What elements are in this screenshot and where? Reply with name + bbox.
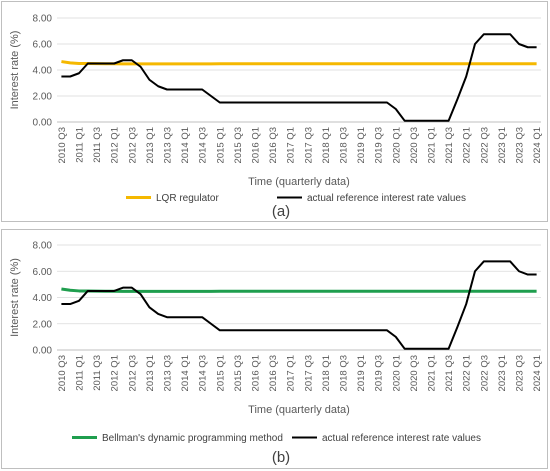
chart-1-panel-label: (b): [272, 449, 290, 466]
chart-1-xtick-label: 2018 Q3: [339, 355, 350, 391]
chart-1-series-line-1: [61, 260, 537, 350]
chart-0-xtick-label: 2022 Q3: [479, 127, 490, 163]
chart-0-xtick-label: 2021 Q3: [444, 127, 455, 163]
chart-0-xtick-label: 2020 Q1: [391, 127, 402, 163]
chart-a-svg: 0.00 2.00 4.00 6.00 8.00 2010 Q3 2011 Q1 2011 Q…: [9, 14, 543, 221]
chart-0-xtick-label: 2013 Q3: [163, 127, 174, 163]
chart-0-xtick-label: 2016 Q3: [268, 127, 279, 163]
chart-1-xtick-label: 2017 Q3: [303, 355, 314, 391]
chart-1-xtick-label: 2022 Q1: [462, 355, 473, 391]
chart-1-xtick-label: 2018 Q1: [321, 355, 332, 391]
chart-1-xtick-label: 2019 Q1: [356, 355, 367, 391]
chart-1-xtick-label: 2010 Q3: [57, 355, 68, 391]
chart-1-xtick-label: 2022 Q3: [479, 355, 490, 391]
chart-1-legend-label-0: Bellman's dynamic programming method: [102, 433, 283, 444]
chart-1-xtick-label: 2011 Q1: [75, 355, 86, 391]
chart-0-xtick-label: 2021 Q1: [427, 127, 438, 163]
chart-1-ytick-label: 4.00: [33, 293, 53, 304]
chart-1-xtick-label: 2012 Q1: [110, 355, 121, 391]
chart-0-xtick-label: 2019 Q3: [374, 127, 385, 163]
chart-0-ytick-label: 4.00: [33, 66, 53, 77]
chart-0-xtick-label: 2013 Q1: [145, 127, 156, 163]
chart-0-series-line-0: [61, 60, 537, 66]
chart-1-xtick-label: 2023 Q3: [515, 355, 526, 391]
chart-1-ytick-label: 6.00: [33, 267, 53, 278]
chart-1-ylabel: Interest rate (%): [9, 258, 21, 337]
chart-0-panel-label: (a): [272, 203, 290, 220]
chart-0-legend-label-0: LQR regulator: [156, 193, 219, 204]
chart-panel-a: 0.00 2.00 4.00 6.00 8.00 2010 Q3 2011 Q1 2011 Q…: [1, 1, 548, 222]
chart-1-xtick-label: 2013 Q1: [145, 355, 156, 391]
chart-0-xtick-label: 2023 Q3: [515, 127, 526, 163]
chart-1-xtick-label: 2014 Q3: [198, 355, 209, 391]
chart-0-ylabel: Interest rate (%): [9, 31, 21, 110]
chart-1-xtick-label: 2011 Q3: [92, 355, 103, 391]
chart-1-xtick-label: 2015 Q1: [215, 355, 226, 391]
chart-0-ytick-label: 0.00: [33, 118, 53, 129]
chart-1-xtick-label: 2013 Q3: [163, 355, 174, 391]
chart-0-xtick-label: 2017 Q3: [303, 127, 314, 163]
chart-1-xtick-label: 2015 Q3: [233, 355, 244, 391]
chart-1-xtick-label: 2014 Q1: [180, 355, 191, 391]
chart-1-ytick-label: 0.00: [33, 346, 53, 357]
chart-0-xtick-label: 2011 Q1: [75, 127, 86, 163]
chart-1-xtick-label: 2023 Q1: [497, 355, 508, 391]
chart-1-xtick-label: 2017 Q1: [286, 355, 297, 391]
chart-0-xtick-label: 2024 Q1: [532, 127, 543, 163]
chart-1-xlabel: Time (quarterly data): [248, 404, 350, 416]
chart-1-legend-label-1: actual reference interest rate values: [322, 433, 481, 444]
chart-0-xtick-label: 2014 Q3: [198, 127, 209, 163]
chart-1-xtick-label: 2016 Q1: [251, 355, 262, 391]
chart-0-xtick-label: 2023 Q1: [497, 127, 508, 163]
chart-1-xtick-label: 2012 Q3: [127, 355, 138, 391]
chart-1-xtick-label: 2020 Q3: [409, 355, 420, 391]
chart-0-ytick-label: 8.00: [33, 14, 53, 25]
chart-1-xtick-label: 2019 Q3: [374, 355, 385, 391]
chart-0-xtick-label: 2019 Q1: [356, 127, 367, 163]
chart-0-ytick-label: 6.00: [33, 40, 53, 51]
chart-0-ytick-label: 2.00: [33, 92, 53, 103]
chart-0-xtick-label: 2014 Q1: [180, 127, 191, 163]
chart-1-ytick-label: 8.00: [33, 241, 53, 252]
chart-panel-b: 0.00 2.00 4.00 6.00 8.00 2010 Q3 2011 Q1 2011 Q…: [1, 229, 548, 469]
chart-1-xtick-label: 2016 Q3: [268, 355, 279, 391]
chart-0-xtick-label: 2017 Q1: [286, 127, 297, 163]
chart-1-xtick-label: 2021 Q1: [427, 355, 438, 391]
chart-b-svg: 0.00 2.00 4.00 6.00 8.00 2010 Q3 2011 Q1 2011 Q…: [9, 241, 543, 467]
chart-1-xtick-label: 2024 Q1: [532, 355, 543, 391]
chart-0-xtick-label: 2018 Q1: [321, 127, 332, 163]
chart-0-xtick-label: 2022 Q1: [462, 127, 473, 163]
chart-0-legend-label-1: actual reference interest rate values: [307, 193, 466, 204]
chart-0-xtick-label: 2010 Q3: [57, 127, 68, 163]
chart-0-xlabel: Time (quarterly data): [248, 176, 350, 188]
chart-0-xtick-label: 2020 Q3: [409, 127, 420, 163]
chart-0-xtick-label: 2012 Q1: [110, 127, 121, 163]
chart-1-series-line-0: [61, 287, 537, 293]
chart-1-xtick-label: 2021 Q3: [444, 355, 455, 391]
chart-0-xtick-label: 2012 Q3: [127, 127, 138, 163]
chart-0-xtick-label: 2018 Q3: [339, 127, 350, 163]
chart-0-xtick-label: 2015 Q3: [233, 127, 244, 163]
chart-0-xtick-label: 2015 Q1: [215, 127, 226, 163]
chart-0-xtick-label: 2011 Q3: [92, 127, 103, 163]
chart-1-xtick-label: 2020 Q1: [391, 355, 402, 391]
chart-0-xtick-label: 2016 Q1: [251, 127, 262, 163]
chart-1-ytick-label: 2.00: [33, 319, 53, 330]
chart-0-series-line-1: [61, 33, 537, 122]
